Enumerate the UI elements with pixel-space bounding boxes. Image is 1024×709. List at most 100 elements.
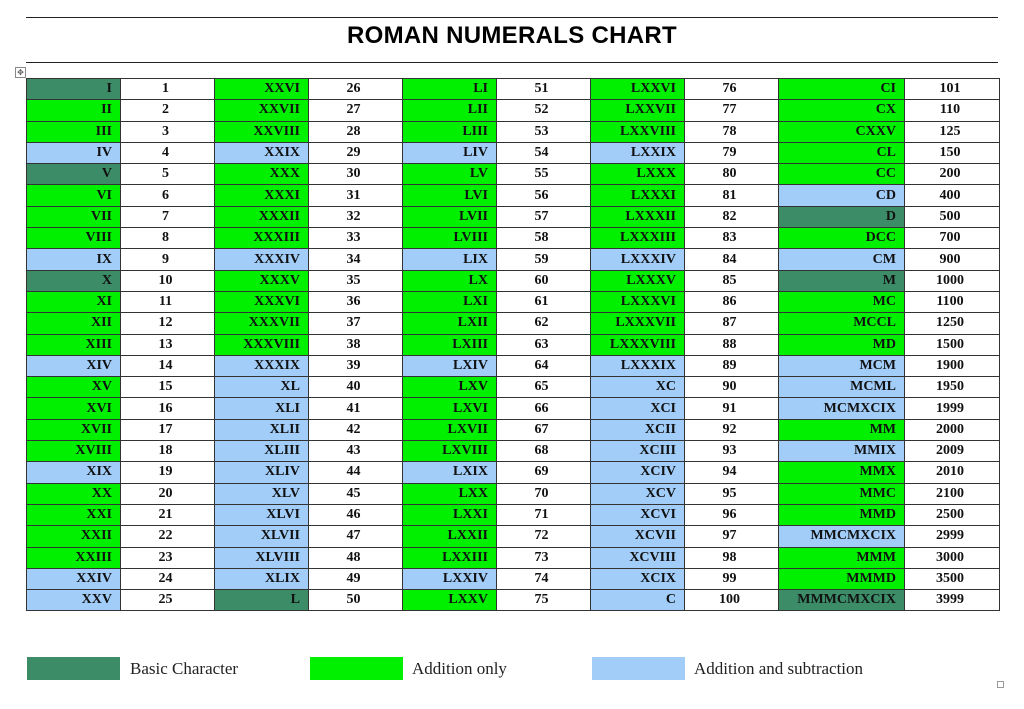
arabic-number-cell: 20 xyxy=(120,482,215,505)
table-row: VI 6 XXXI 31 LVI 56 LXXXI 81 CD 400 xyxy=(26,184,1000,207)
arabic-number-cell: 67 xyxy=(496,418,591,442)
roman-numeral-cell: XVIII xyxy=(26,440,121,463)
roman-numeral-cell: MMMD xyxy=(778,567,905,591)
roman-numeral-cell: LXXIII xyxy=(402,546,497,569)
roman-numeral-cell: LXV xyxy=(402,376,497,399)
roman-numeral-cell: LXVII xyxy=(402,418,497,442)
roman-numeral-cell: XCIII xyxy=(590,440,685,463)
roman-numeral-cell: LVII xyxy=(402,205,497,229)
roman-numeral-cell: LXVIII xyxy=(402,440,497,463)
arabic-number-cell: 81 xyxy=(684,184,779,207)
roman-numeral-cell: XLVI xyxy=(214,503,309,527)
arabic-number-cell: 89 xyxy=(684,354,779,378)
roman-numeral-cell: XX xyxy=(26,482,121,505)
roman-numeral-cell: LXXIV xyxy=(402,567,497,591)
top-rule xyxy=(26,17,998,18)
arabic-number-cell: 35 xyxy=(308,269,403,292)
roman-numeral-cell: VII xyxy=(26,205,121,229)
roman-numeral-cell: LIII xyxy=(402,120,497,143)
arabic-number-cell: 100 xyxy=(684,589,779,612)
arabic-number-cell: 75 xyxy=(496,589,591,612)
arabic-number-cell: 500 xyxy=(904,205,1000,229)
arabic-number-cell: 47 xyxy=(308,525,403,548)
table-row: XVI 16 XLI 41 LXVI 66 XCI 91 MCMXCIX 1999 xyxy=(26,397,1000,420)
roman-numeral-cell: LXXV xyxy=(402,589,497,612)
roman-numeral-cell: MCML xyxy=(778,376,905,399)
arabic-number-cell: 1250 xyxy=(904,312,1000,335)
table-row: V 5 XXX 30 LV 55 LXXX 80 CC 200 xyxy=(26,163,1000,186)
roman-numeral-cell: LXXXI xyxy=(590,184,685,207)
arabic-number-cell: 98 xyxy=(684,546,779,569)
arabic-number-cell: 79 xyxy=(684,141,779,165)
arabic-number-cell: 3500 xyxy=(904,567,1000,591)
roman-numeral-cell: XXXVI xyxy=(214,290,309,314)
table-row: XXII 22 XLVII 47 LXXII 72 XCVII 97 MMCMXCIX 2999 xyxy=(26,525,1000,548)
table-row: XVII 17 XLII 42 LXVII 67 XCII 92 MM 2000 xyxy=(26,418,1000,442)
roman-numeral-cell: XLIII xyxy=(214,440,309,463)
arabic-number-cell: 101 xyxy=(904,77,1000,101)
table-row: XXIII 23 XLVIII 48 LXXIII 73 XCVIII 98 MMM 3000 xyxy=(26,546,1000,569)
arabic-number-cell: 61 xyxy=(496,290,591,314)
arabic-number-cell: 21 xyxy=(120,503,215,527)
roman-numeral-cell: LXXXVII xyxy=(590,312,685,335)
arabic-number-cell: 2009 xyxy=(904,440,1000,463)
table-move-handle-icon[interactable]: ✥ xyxy=(15,67,26,78)
roman-numeral-cell: XXVII xyxy=(214,99,309,122)
roman-numeral-cell: LIV xyxy=(402,141,497,165)
table-row: XIX 19 XLIV 44 LXIX 69 XCIV 94 MMX 2010 xyxy=(26,461,1000,484)
table-row: IV 4 XXIX 29 LIV 54 LXXIX 79 CL 150 xyxy=(26,141,1000,165)
arabic-number-cell: 56 xyxy=(496,184,591,207)
roman-numeral-cell: LVI xyxy=(402,184,497,207)
arabic-number-cell: 71 xyxy=(496,503,591,527)
roman-numeral-cell: XLVIII xyxy=(214,546,309,569)
roman-numeral-cell: XXVI xyxy=(214,77,309,101)
arabic-number-cell: 2100 xyxy=(904,482,1000,505)
arabic-number-cell: 83 xyxy=(684,227,779,250)
arabic-number-cell: 41 xyxy=(308,397,403,420)
roman-numeral-cell: XXXII xyxy=(214,205,309,229)
roman-numeral-cell: XXXIX xyxy=(214,354,309,378)
roman-numeral-cell: LXXII xyxy=(402,525,497,548)
arabic-number-cell: 57 xyxy=(496,205,591,229)
arabic-number-cell: 6 xyxy=(120,184,215,207)
roman-numeral-cell: XLIV xyxy=(214,461,309,484)
arabic-number-cell: 58 xyxy=(496,227,591,250)
roman-numeral-cell: MMC xyxy=(778,482,905,505)
arabic-number-cell: 97 xyxy=(684,525,779,548)
arabic-number-cell: 45 xyxy=(308,482,403,505)
arabic-number-cell: 28 xyxy=(308,120,403,143)
roman-numerals-table: I 1 XXVI 26 LI 51 LXXVI 76 CI 101 II 2 XXVII 27 LII 52 L… xyxy=(26,77,1000,612)
table-row: XII 12 XXXVII 37 LXII 62 LXXXVII 87 MCCL 1250 xyxy=(26,312,1000,335)
roman-numeral-cell: XLI xyxy=(214,397,309,420)
arabic-number-cell: 55 xyxy=(496,163,591,186)
roman-numeral-cell: LXXXIX xyxy=(590,354,685,378)
roman-numeral-cell: VIII xyxy=(26,227,121,250)
roman-numeral-cell: CM xyxy=(778,248,905,271)
arabic-number-cell: 88 xyxy=(684,333,779,356)
arabic-number-cell: 94 xyxy=(684,461,779,484)
arabic-number-cell: 2 xyxy=(120,99,215,122)
roman-numeral-cell: XV xyxy=(26,376,121,399)
table-row: I 1 XXVI 26 LI 51 LXXVI 76 CI 101 xyxy=(26,77,1000,101)
roman-numeral-cell: MC xyxy=(778,290,905,314)
arabic-number-cell: 85 xyxy=(684,269,779,292)
roman-numeral-cell: CL xyxy=(778,141,905,165)
arabic-number-cell: 38 xyxy=(308,333,403,356)
arabic-number-cell: 29 xyxy=(308,141,403,165)
table-row: XXI 21 XLVI 46 LXXI 71 XCVI 96 MMD 2500 xyxy=(26,503,1000,527)
arabic-number-cell: 92 xyxy=(684,418,779,442)
arabic-number-cell: 59 xyxy=(496,248,591,271)
arabic-number-cell: 3 xyxy=(120,120,215,143)
legend-label-addition: Addition only xyxy=(412,659,507,678)
arabic-number-cell: 14 xyxy=(120,354,215,378)
arabic-number-cell: 99 xyxy=(684,567,779,591)
title-underline xyxy=(26,62,998,63)
roman-numeral-cell: XCIX xyxy=(590,567,685,591)
arabic-number-cell: 30 xyxy=(308,163,403,186)
legend-label-basic: Basic Character xyxy=(130,659,239,678)
arabic-number-cell: 82 xyxy=(684,205,779,229)
roman-numeral-cell: MMIX xyxy=(778,440,905,463)
roman-numeral-cell: CX xyxy=(778,99,905,122)
roman-numeral-cell: L xyxy=(214,589,309,612)
arabic-number-cell: 37 xyxy=(308,312,403,335)
